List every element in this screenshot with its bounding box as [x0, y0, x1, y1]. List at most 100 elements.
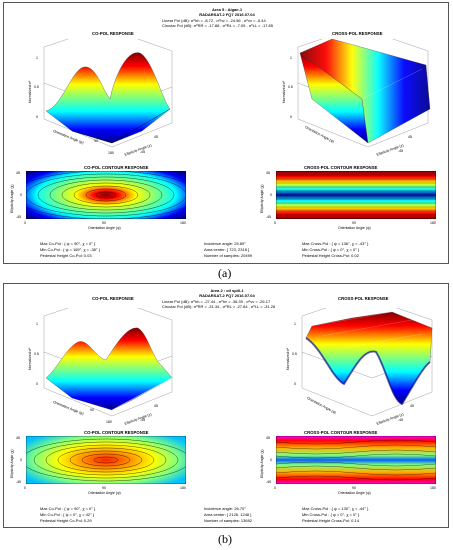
crosspol-z-label: Normalized σ⁰ [282, 80, 286, 103]
copol-contour-y-tick-m45: -45 [16, 480, 22, 484]
stat-max-crosspol: Max Cross-Pol : { ψ = 136°, χ = -43° } [302, 241, 369, 246]
crosspol-contour-x-tick-180: 180 [430, 221, 436, 225]
stat-samples: Number of samples: 13692 [204, 518, 253, 523]
copol-contour-y-tick-45: 45 [16, 436, 20, 440]
stat-pedestal-crosspol: Pedestal Height Cross-Pol: 0.14 [302, 518, 359, 523]
crosspol-contour-y-tick-m45: -45 [266, 480, 272, 484]
crosspol-contour-y-tick-m45: -45 [266, 215, 272, 219]
stat-pedestal-copol: Pedestal Height Co-Pol: 0.29 [40, 518, 92, 523]
contour-lines [26, 171, 186, 219]
copol-contour-plot [26, 436, 186, 484]
crosspol-z-tick-half: 0.5 [288, 85, 293, 89]
copol-contour-plot [26, 171, 186, 219]
crosspol-y-tick-45: 45 [408, 135, 412, 139]
header-linear-pol: Linear Pol (dB): σ⁰hh = -8.72 , σ⁰hv = -… [162, 18, 266, 23]
copol-contour-x-tick-180: 180 [180, 486, 186, 490]
copol-z-label: Normalized σ⁰ [28, 347, 32, 370]
header-circular-pol: Circular Pol (dB): σ⁰RR = -31.34 , σ⁰RL … [162, 304, 276, 309]
copol-z-tick-half: 0.5 [34, 85, 39, 89]
stat-pedestal-copol: Pedestal Height Co-Pol: 0.03 [40, 253, 92, 258]
stat-max-copol: Max Co-Pol : { ψ = 90°, χ = 0° } [40, 506, 96, 511]
header-area: Area 2 : oil spill-1 [210, 288, 244, 293]
crosspol-contour-y-label: Ellipticity Angle (χ) [260, 184, 264, 214]
copol-3d-surface [43, 39, 173, 148]
copol-response-title: CO-POL RESPONSE [92, 31, 134, 36]
copol-contour-x-tick-90: 90 [102, 486, 106, 490]
crosspol-contour-y-tick-0: 0 [270, 193, 272, 197]
copol-surface [45, 52, 171, 144]
figure-panel-b: Area 2 : oil spill-1 RADARSAT-2 FQ7 2016… [3, 283, 449, 528]
copol-response-title: CO-POL RESPONSE [92, 296, 134, 301]
stat-max-copol: Max Co-Pol : { ψ = 90°, χ = 0° } [40, 241, 96, 246]
copol-x-tick-90: 90 [90, 408, 94, 412]
crosspol-contour-title: CROSS-POL CONTOUR RESPONSE [304, 165, 378, 170]
copol-x-tick-180: 180 [106, 420, 112, 424]
contour-lines [26, 438, 186, 482]
stat-area-center: Area center: [ 723, 2318 ] [204, 247, 250, 252]
stat-min-copol: Min Co-Pol : { ψ = 169°, χ = -38° } [40, 247, 100, 252]
crosspol-contour-x-label: Orientation Angle (ψ) [338, 226, 371, 230]
copol-z-tick-1: 1 [36, 56, 38, 60]
copol-z-label: Normalized σ⁰ [28, 80, 32, 103]
figure-panel-a: Area 5 : Algae-1 RADARSAT-2 FQ7 2016.07.… [3, 2, 449, 264]
stat-min-crosspol: Min Cross-Pol : { ψ = 0°, χ = 0° } [302, 247, 360, 252]
crosspol-contour-x-tick-90: 90 [352, 486, 356, 490]
crosspol-surface [305, 311, 433, 405]
panel-a-caption: (a) [218, 266, 232, 280]
panel-b-caption: (b) [218, 532, 232, 546]
copol-contour-x-tick-90: 90 [102, 221, 106, 225]
copol-contour-x-tick-0: 0 [24, 221, 26, 225]
copol-y-tick-45: 45 [154, 135, 158, 139]
header-linear-pol: Linear Pol (dB): σ⁰hh = -27.44 , σ⁰hv = … [162, 299, 271, 304]
crosspol-y-tick-45: 45 [410, 404, 414, 408]
crosspol-contour-plot [276, 436, 436, 484]
copol-surface [45, 327, 173, 411]
stat-max-crosspol: Max Cross-Pol : { ψ = 130°, χ = -44° } [302, 506, 369, 511]
crosspol-response-title: CROSS-POL RESPONSE [332, 31, 383, 36]
copol-contour-x-label: Orientation Angle (ψ) [88, 226, 121, 230]
crosspol-contour-x-tick-0: 0 [274, 221, 276, 225]
copol-y-tick-45: 45 [154, 404, 158, 408]
crosspol-y-tick-m45: -45 [398, 418, 404, 422]
crosspol-contour-y-tick-45: 45 [266, 171, 270, 175]
copol-contour-x-tick-180: 180 [180, 221, 186, 225]
crosspol-contour-x-label: Orientation Angle (ψ) [338, 491, 371, 495]
crosspol-contour-plot [276, 171, 436, 219]
copol-y-tick-m45: -45 [140, 150, 146, 154]
header-sensor: RADARSAT-2 FQ7 2016.07.04 [199, 12, 255, 17]
contour-lines [276, 174, 436, 216]
crosspol-z-tick-half: 0.5 [292, 352, 297, 356]
crosspol-contour-title: CROSS-POL CONTOUR RESPONSE [304, 430, 378, 435]
stat-pedestal-crosspol: Pedestal Height Cross-Pol: 0.02 [302, 253, 359, 258]
header-circular-pol: Circular Pol (dB): σ⁰RR = -17.88 , σ⁰RL … [162, 23, 273, 28]
stat-area-center: Area center: [ 2126, 1248 ] [204, 512, 252, 517]
copol-contour-y-label: Ellipticity Angle (χ) [10, 184, 14, 214]
copol-z-tick-0: 0 [36, 382, 38, 386]
copol-x-tick-90: 90 [94, 139, 98, 143]
copol-contour-title: CO-POL CONTOUR RESPONSE [84, 165, 149, 170]
crosspol-response-title: CROSS-POL RESPONSE [338, 296, 389, 301]
crosspol-z-tick-1: 1 [294, 322, 296, 326]
stat-incidence: Incidence angle: 25.89° [204, 241, 246, 246]
crosspol-y-tick-m45: -45 [398, 149, 404, 153]
copol-z-tick-half: 0.5 [34, 352, 39, 356]
crosspol-z-tick-1: 1 [290, 56, 292, 60]
crosspol-contour-x-tick-0: 0 [274, 486, 276, 490]
header-sensor: RADARSAT-2 FQ7 2016.07.04 [199, 293, 255, 298]
crosspol-contour-y-tick-0: 0 [270, 458, 272, 462]
crosspol-contour-y-label: Ellipticity Angle (χ) [260, 449, 264, 479]
copol-3d-surface [43, 308, 173, 417]
stat-min-crosspol: Min Cross-Pol : { ψ = 0°, χ = 0° } [302, 512, 360, 517]
copol-contour-y-tick-0: 0 [20, 193, 22, 197]
copol-contour-y-tick-m45: -45 [16, 215, 22, 219]
stat-incidence: Incidence angle: 26.70° [204, 506, 246, 511]
copol-x-tick-180: 180 [108, 151, 114, 155]
copol-contour-y-tick-45: 45 [16, 171, 20, 175]
copol-contour-y-label: Ellipticity Angle (χ) [10, 449, 14, 479]
crosspol-3d-surface [301, 308, 433, 417]
copol-z-tick-1: 1 [36, 322, 38, 326]
copol-z-tick-0: 0 [36, 115, 38, 119]
copol-contour-x-tick-0: 0 [24, 486, 26, 490]
crosspol-z-label: Normalized σ⁰ [286, 347, 290, 370]
copol-y-tick-m45: -45 [140, 418, 146, 422]
